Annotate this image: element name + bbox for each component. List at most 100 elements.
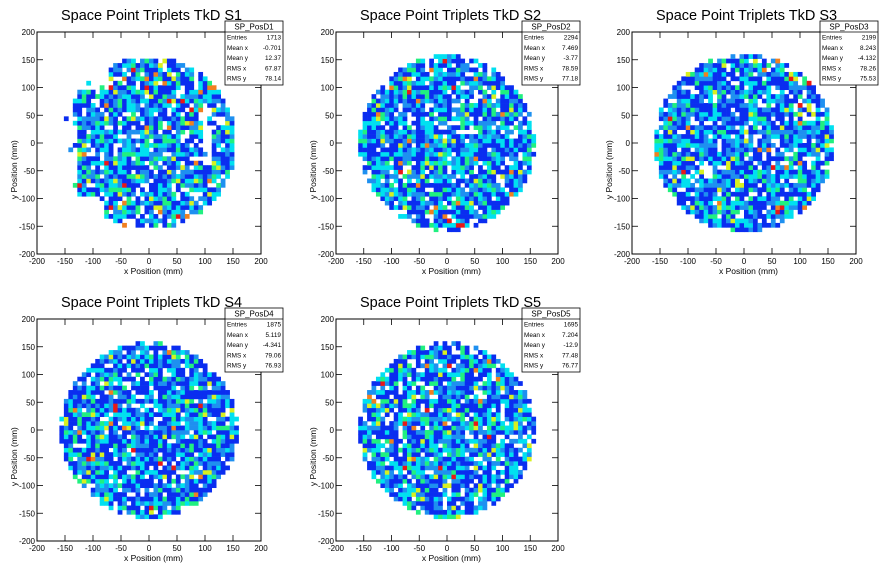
heatmap-cell xyxy=(180,214,186,219)
heatmap-cell xyxy=(140,156,145,162)
heatmap-cell xyxy=(447,178,452,184)
heatmap-cell xyxy=(424,134,430,139)
heatmap-cell xyxy=(770,67,776,73)
heatmap-cell xyxy=(509,151,514,157)
heatmap-cell xyxy=(478,85,483,91)
heatmap-cell xyxy=(717,80,722,86)
heatmap-cell xyxy=(757,174,763,179)
heatmap-cell xyxy=(685,103,691,108)
heatmap-cell xyxy=(108,398,114,404)
heatmap-cell xyxy=(438,196,443,202)
heatmap-cell xyxy=(526,111,532,117)
heatmap-cell xyxy=(113,452,118,457)
heatmap-cell xyxy=(216,94,221,99)
heatmap-cell xyxy=(717,218,722,224)
heatmap-cell xyxy=(761,138,767,144)
heatmap-cell xyxy=(393,147,399,153)
x-tick-label: 150 xyxy=(226,257,240,266)
heatmap-cell xyxy=(757,169,763,175)
heatmap-cell xyxy=(211,147,217,153)
heatmap-cell xyxy=(424,111,430,117)
heatmap-cell xyxy=(211,134,217,139)
heatmap-cell xyxy=(748,116,754,122)
heatmap-cell xyxy=(108,376,114,382)
heatmap-cell xyxy=(820,98,825,104)
heatmap-cell xyxy=(500,205,506,210)
heatmap-cell xyxy=(113,465,118,471)
heatmap-cell xyxy=(193,390,199,395)
heatmap-cell xyxy=(802,196,808,202)
heatmap-cell xyxy=(779,63,785,68)
heatmap-cell xyxy=(211,403,217,409)
heatmap-cell xyxy=(180,461,186,466)
heatmap-cell xyxy=(166,191,172,197)
heatmap-cell xyxy=(424,218,430,224)
heatmap-cell xyxy=(491,116,497,122)
heatmap-cell xyxy=(721,134,727,139)
heatmap-cell xyxy=(433,425,439,431)
heatmap-cell xyxy=(735,103,740,108)
heatmap-cell xyxy=(117,191,123,197)
heatmap-cell xyxy=(166,456,172,462)
heatmap-cell xyxy=(140,187,145,193)
heatmap-cell xyxy=(225,160,230,166)
heatmap-cell xyxy=(411,483,417,489)
heatmap-cell xyxy=(95,438,101,444)
heatmap-cell xyxy=(694,169,700,175)
heatmap-cell xyxy=(371,174,377,179)
heatmap-cell xyxy=(86,416,92,422)
heatmap-cell xyxy=(482,138,488,144)
heatmap-cell xyxy=(685,138,691,144)
heatmap-cell xyxy=(420,505,426,511)
heatmap-cell xyxy=(153,151,159,157)
heatmap-cell xyxy=(748,196,754,202)
heatmap-cell xyxy=(398,169,403,175)
heatmap-cell xyxy=(63,403,69,409)
heatmap-cell xyxy=(509,89,514,95)
heatmap-cell xyxy=(95,120,101,126)
heatmap-cell xyxy=(451,89,457,95)
heatmap-cell xyxy=(681,107,687,113)
heatmap-cell xyxy=(442,129,448,135)
heatmap-cell xyxy=(225,438,230,444)
heatmap-cell xyxy=(433,54,439,59)
heatmap-cell xyxy=(99,358,105,364)
heatmap-cell xyxy=(171,147,177,153)
heatmap-cell xyxy=(703,89,709,95)
heatmap-cell xyxy=(90,487,96,493)
heatmap-cell xyxy=(113,182,118,188)
heatmap-cell xyxy=(63,407,69,413)
heatmap-cell xyxy=(735,182,740,188)
heatmap-cell xyxy=(175,358,181,364)
heatmap-cell xyxy=(748,111,754,117)
heatmap-cell xyxy=(371,469,377,475)
heatmap-cell xyxy=(811,94,816,99)
heatmap-cell xyxy=(748,98,754,104)
heatmap-cell xyxy=(694,156,700,162)
heatmap-cell xyxy=(513,156,519,162)
heatmap-cell xyxy=(482,107,488,113)
heatmap-cell xyxy=(402,492,408,497)
heatmap-cell xyxy=(144,147,150,153)
heatmap-cell xyxy=(491,143,497,148)
heatmap-cell xyxy=(663,143,669,148)
heatmap-cell xyxy=(699,191,704,197)
heatmap-cell xyxy=(72,381,78,386)
heatmap-cell xyxy=(681,98,687,104)
heatmap-cell xyxy=(770,205,776,210)
heatmap-cell xyxy=(99,438,105,444)
heatmap-cell xyxy=(198,412,204,417)
heatmap-cell xyxy=(180,129,186,135)
heatmap-cell xyxy=(442,461,448,466)
heatmap-cell xyxy=(784,209,790,215)
heatmap-cell xyxy=(202,421,208,426)
heatmap-cell xyxy=(451,134,457,139)
heatmap-cell xyxy=(672,111,678,117)
heatmap-cell xyxy=(180,447,186,453)
heatmap-cell xyxy=(229,447,235,453)
heatmap-cell xyxy=(482,76,488,82)
heatmap-cell xyxy=(402,496,408,502)
heatmap-cell xyxy=(131,438,136,444)
heatmap-cell xyxy=(438,174,443,179)
heatmap-cell xyxy=(721,182,727,188)
